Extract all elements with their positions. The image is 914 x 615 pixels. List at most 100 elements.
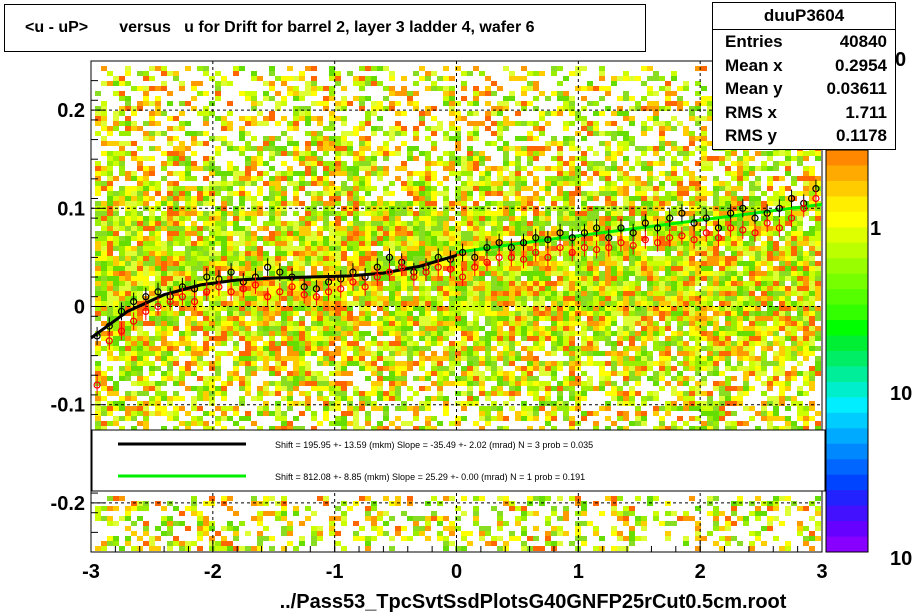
hist-cell — [431, 81, 437, 86]
hist-cell — [641, 161, 647, 166]
hist-cell — [587, 166, 593, 171]
hist-cell — [395, 151, 401, 156]
hist-cell — [647, 321, 653, 326]
hist-cell — [101, 261, 107, 266]
hist-cell — [203, 186, 209, 191]
hist-cell — [377, 221, 383, 226]
hist-cell — [449, 226, 455, 231]
hist-cell — [707, 116, 713, 121]
hist-cell — [323, 126, 329, 131]
hist-cell — [485, 311, 491, 316]
hist-cell — [695, 326, 701, 331]
hist-cell — [311, 221, 317, 226]
hist-cell — [485, 86, 491, 91]
hist-cell — [593, 316, 599, 321]
hist-cell — [161, 216, 167, 221]
hist-cell — [365, 236, 371, 241]
hist-cell — [245, 326, 251, 331]
hist-cell — [659, 266, 665, 271]
hist-cell — [647, 331, 653, 336]
hist-cell — [365, 231, 371, 236]
hist-cell — [761, 246, 767, 251]
hist-cell — [329, 71, 335, 76]
hist-cell — [263, 241, 269, 246]
hist-cell — [107, 181, 113, 186]
hist-cell — [425, 86, 431, 91]
hist-cell — [179, 261, 185, 266]
hist-cell — [611, 211, 617, 216]
hist-cell — [509, 91, 515, 96]
hist-cell — [755, 266, 761, 271]
hist-cell — [677, 271, 683, 276]
hist-cell — [383, 226, 389, 231]
hist-cell — [287, 251, 293, 256]
hist-cell — [395, 246, 401, 251]
hist-cell — [605, 121, 611, 126]
hist-cell — [455, 261, 461, 266]
hist-cell — [137, 186, 143, 191]
hist-cell — [359, 336, 365, 341]
hist-cell — [119, 226, 125, 231]
hist-cell — [143, 276, 149, 281]
hist-cell — [215, 186, 221, 191]
hist-cell — [425, 136, 431, 141]
hist-cell — [653, 176, 659, 181]
hist-cell — [107, 221, 113, 226]
hist-cell — [233, 311, 239, 316]
hist-cell — [257, 256, 263, 261]
hist-cell — [581, 256, 587, 261]
hist-cell — [485, 181, 491, 186]
hist-cell — [569, 261, 575, 266]
hist-cell — [113, 76, 119, 81]
hist-cell — [155, 316, 161, 321]
hist-cell — [347, 306, 353, 311]
hist-cell — [665, 296, 671, 301]
hist-cell — [359, 76, 365, 81]
hist-cell — [305, 331, 311, 336]
hist-cell — [329, 116, 335, 121]
hist-cell — [473, 96, 479, 101]
hist-cell — [623, 196, 629, 201]
hist-cell — [311, 201, 317, 206]
hist-cell — [497, 336, 503, 341]
hist-cell — [215, 351, 221, 356]
hist-cell — [353, 331, 359, 336]
hist-cell — [155, 241, 161, 246]
hist-cell — [467, 231, 473, 236]
hist-cell — [95, 131, 101, 136]
hist-cell — [263, 256, 269, 261]
hist-cell — [659, 246, 665, 251]
hist-cell — [617, 281, 623, 286]
hist-cell — [497, 221, 503, 226]
hist-cell — [377, 101, 383, 106]
hist-cell — [605, 306, 611, 311]
hist-cell — [761, 261, 767, 266]
hist-cell — [179, 221, 185, 226]
hist-cell — [455, 161, 461, 166]
hist-cell — [377, 236, 383, 241]
hist-cell — [257, 246, 263, 251]
hist-cell — [329, 291, 335, 296]
hist-cell — [389, 191, 395, 196]
hist-cell — [233, 216, 239, 221]
hist-cell — [437, 306, 443, 311]
hist-cell — [335, 116, 341, 121]
hist-cell — [725, 301, 731, 306]
hist-cell — [485, 236, 491, 241]
hist-cell — [353, 126, 359, 131]
hist-cell — [431, 241, 437, 246]
hist-cell — [155, 271, 161, 276]
hist-cell — [311, 326, 317, 331]
hist-cell — [485, 166, 491, 171]
hist-cell — [299, 216, 305, 221]
hist-cell — [269, 181, 275, 186]
hist-cell — [749, 266, 755, 271]
hist-cell — [671, 161, 677, 166]
hist-cell — [245, 116, 251, 121]
hist-cell — [341, 281, 347, 286]
hist-cell — [647, 176, 653, 181]
hist-cell — [593, 121, 599, 126]
hist-cell — [485, 101, 491, 106]
hist-cell — [815, 331, 821, 336]
hist-cell — [617, 211, 623, 216]
